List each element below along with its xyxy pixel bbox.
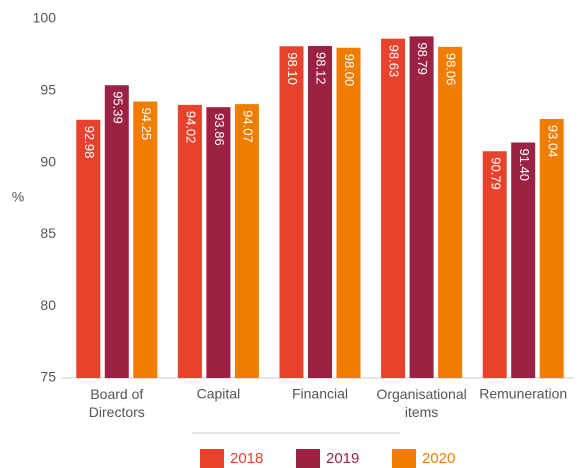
y-tick-label: 95 [40, 82, 56, 98]
bar [308, 45, 332, 379]
y-tick-label: 100 [33, 10, 57, 26]
legend-swatch [392, 449, 416, 468]
value-label: 98.63 [387, 45, 402, 78]
bar [539, 118, 564, 378]
value-label: 98.12 [314, 52, 329, 85]
value-label: 92.98 [82, 126, 97, 159]
x-tick-label: Organisational items [376, 386, 466, 420]
legend-label: 2020 [422, 450, 455, 467]
bar [177, 104, 202, 378]
value-label: 90.79 [488, 157, 503, 190]
bar [381, 38, 406, 379]
value-label: 98.06 [444, 53, 459, 86]
bar [336, 47, 361, 378]
bar [511, 142, 536, 378]
value-label: 91.40 [517, 148, 532, 181]
x-tick-label: Board of Directors [89, 386, 145, 420]
legend-label: 2019 [326, 450, 359, 467]
x-tick-label: Remuneration [479, 386, 567, 402]
y-tick-label: 85 [40, 225, 56, 241]
value-label: 95.39 [110, 91, 125, 124]
value-label: 98.79 [415, 42, 430, 75]
bar [133, 101, 158, 378]
bar [482, 151, 507, 378]
value-label: 94.07 [240, 110, 255, 143]
legend-swatch [200, 449, 224, 468]
value-label: 93.86 [212, 113, 227, 146]
bar [76, 119, 101, 379]
value-label: 94.02 [183, 111, 198, 144]
value-label: 98.10 [285, 52, 300, 85]
bar [104, 85, 129, 379]
y-axis-label: % [12, 189, 24, 205]
x-tick-label: Capital [197, 386, 241, 402]
bar [438, 46, 463, 378]
value-label: 94.25 [139, 108, 154, 141]
y-tick-label: 80 [40, 297, 56, 313]
bar [279, 46, 304, 379]
bar [409, 36, 434, 378]
y-tick-label: 75 [40, 369, 56, 385]
legend-swatch [296, 449, 320, 468]
bar [234, 104, 259, 379]
value-label: 93.04 [545, 125, 560, 158]
x-tick-label: Financial [292, 386, 348, 402]
bar [206, 107, 231, 378]
legend-label: 2018 [230, 450, 263, 467]
y-tick-label: 90 [40, 153, 56, 169]
value-label: 98.00 [342, 54, 357, 87]
